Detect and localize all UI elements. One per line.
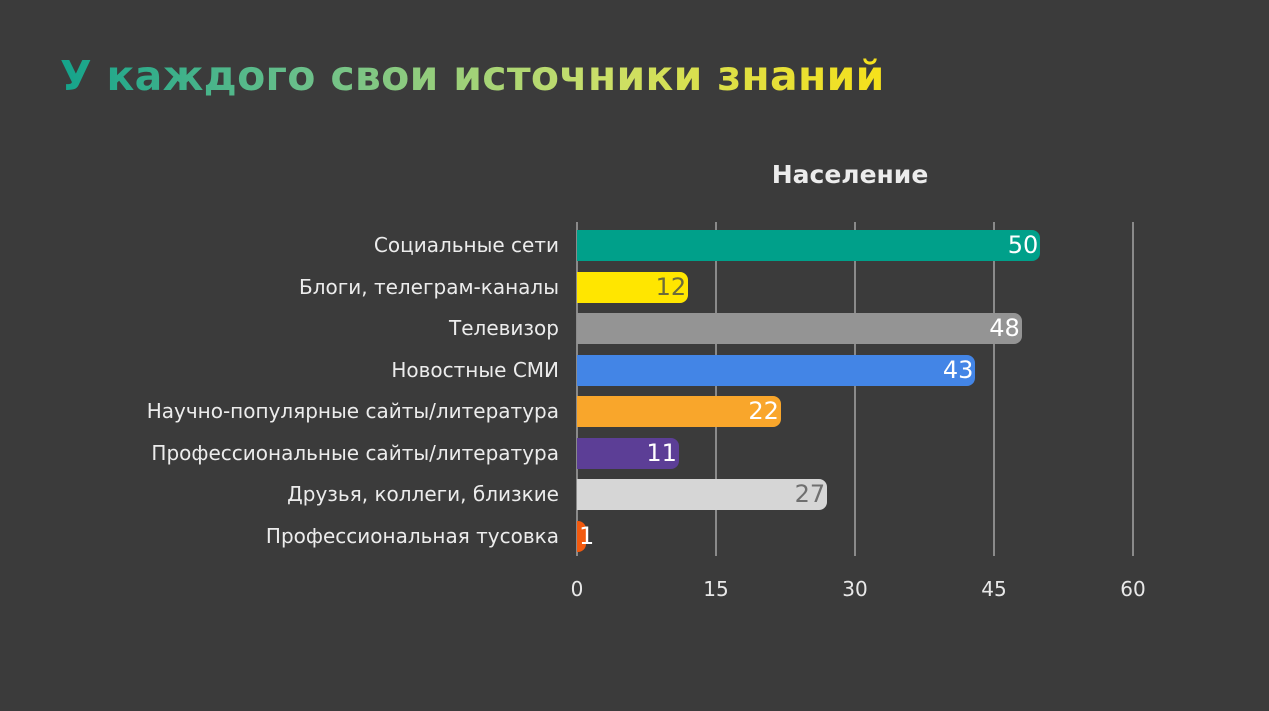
bar-value-label: 11 <box>646 438 677 467</box>
x-tick-label: 45 <box>981 577 1007 601</box>
bar: 43 <box>577 354 976 386</box>
bar-value-label: 22 <box>748 397 779 425</box>
bar: 12 <box>577 271 689 303</box>
gridline <box>715 222 717 556</box>
category-label: Новостные СМИ <box>391 357 559 382</box>
bar-value-label: 27 <box>794 480 826 508</box>
bar: 48 <box>577 313 1022 344</box>
x-tick-label: 15 <box>703 577 729 601</box>
category-label: Друзья, коллеги, близкие <box>287 482 559 506</box>
bar: 1 <box>577 520 594 552</box>
plot-area <box>576 222 1134 556</box>
gridline <box>993 222 995 556</box>
category-label: Профессиональные сайты/литература <box>151 440 559 465</box>
chart-title: Население <box>771 160 929 189</box>
bar-value-label: 1 <box>579 521 595 550</box>
x-tick-label: 0 <box>570 577 584 601</box>
bar-value-label: 48 <box>989 314 1020 342</box>
bar: 50 <box>577 230 1041 261</box>
category-label: Научно-популярные сайты/литература <box>146 399 559 423</box>
category-label: Блоги, телеграм-каналы <box>298 274 559 299</box>
bar: 27 <box>577 479 828 510</box>
x-tick-label: 30 <box>842 577 868 601</box>
bar: 22 <box>577 396 781 427</box>
gridline <box>854 222 856 556</box>
bar-value-label: 12 <box>655 272 687 301</box>
bar: 11 <box>577 437 679 469</box>
gridline <box>1132 222 1134 556</box>
bar-value-label: 43 <box>942 355 974 384</box>
category-label: Телевизор <box>449 316 559 340</box>
category-label: Профессиональная тусовка <box>265 523 559 548</box>
x-tick-label: 60 <box>1120 577 1146 601</box>
slide-title: У каждого свои источники знаний <box>60 52 885 100</box>
category-label: Социальные сети <box>373 233 559 257</box>
bar-value-label: 50 <box>1007 231 1039 259</box>
gridline <box>576 222 578 556</box>
